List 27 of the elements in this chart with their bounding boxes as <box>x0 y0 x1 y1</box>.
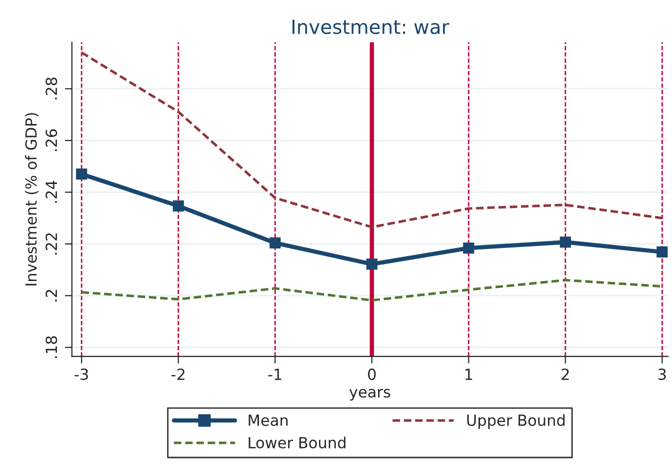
x-axis-title: years <box>349 388 390 401</box>
point <box>656 246 668 258</box>
y-tick-label: .22 <box>46 233 57 254</box>
x-tick-label: -2 <box>171 368 184 380</box>
y-tick-label: .18 <box>46 336 58 358</box>
y-tick-label: .2 <box>46 290 57 302</box>
x-tick-label: -1 <box>268 368 282 380</box>
point <box>560 236 571 248</box>
x-tick-label: -3 <box>74 368 88 380</box>
legend-label: Mean <box>248 414 288 426</box>
x-tick-label: 2 <box>562 368 569 380</box>
x-tick-label: 3 <box>658 368 666 380</box>
x-tick-label: 0 <box>368 368 376 380</box>
y-tick-label: .26 <box>46 129 58 152</box>
legend-label: Upper Bound <box>467 414 565 429</box>
y-tick-label: .28 <box>46 78 58 100</box>
point <box>172 200 184 212</box>
chart-title: Investment: war <box>292 20 450 34</box>
y-tick-label: .24 <box>46 180 57 203</box>
x-tick-label: 1 <box>465 368 472 380</box>
point <box>366 258 378 270</box>
line-series <box>80 51 664 228</box>
legend-label: Lower Bound <box>248 436 346 448</box>
point <box>270 237 281 248</box>
point <box>463 242 474 254</box>
point <box>76 168 88 180</box>
y-axis-title: Investment (% of GDP) <box>24 113 39 286</box>
